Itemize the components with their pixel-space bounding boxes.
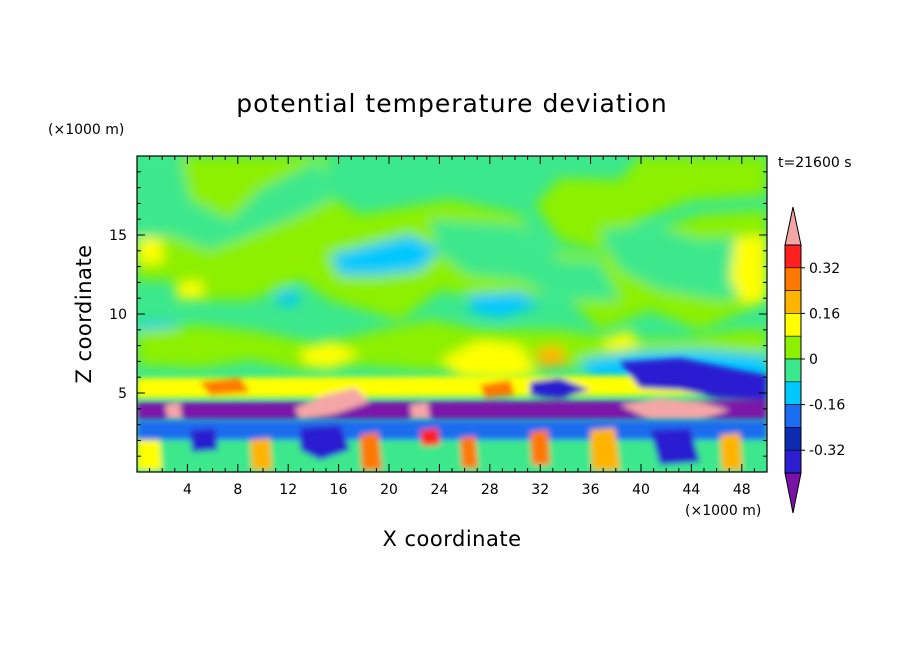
colorbar-swatch	[784, 381, 802, 405]
field-patch	[620, 358, 767, 400]
field-patch	[137, 400, 767, 420]
field-patch	[330, 156, 767, 250]
chart-title: potential temperature deviation	[236, 89, 667, 118]
field-patch	[165, 402, 182, 420]
x-tick-label: 4	[183, 482, 192, 498]
field-patch	[360, 432, 382, 470]
y-tick-label: 5	[118, 386, 127, 402]
colorbar-swatch	[784, 358, 802, 383]
x-tick-label: 24	[430, 482, 448, 498]
field-patch	[620, 398, 730, 420]
colorbar: 0.32 0.16 0 -0.16 -0.32	[784, 206, 845, 514]
y-axis: 5 10 15	[109, 171, 767, 457]
field-patch	[535, 345, 568, 368]
colorbar-tick-label: -0.32	[809, 443, 845, 459]
field-patch	[330, 235, 440, 275]
field-patch	[430, 220, 620, 300]
field-patch	[137, 440, 162, 470]
colorbar-swatch	[784, 313, 802, 337]
x-axis: 4 8 12 16 20 24 28 32 36 40 44 48	[149, 156, 755, 498]
colorbar-tick-label: 0.16	[809, 306, 840, 322]
x-tick-label: 20	[380, 482, 398, 498]
heatmap-field	[137, 156, 767, 472]
x-tick-label: 32	[531, 482, 549, 498]
colorbar-extend-top	[784, 206, 802, 246]
x-tick-label: 36	[582, 482, 600, 498]
colorbar-swatch	[784, 404, 802, 428]
field-patch	[480, 380, 515, 398]
x-tick-label: 28	[481, 482, 499, 498]
field-patch	[440, 340, 540, 380]
colorbar-swatch	[784, 427, 802, 451]
field-patch	[300, 425, 350, 460]
field-patch	[600, 330, 640, 350]
field-patch	[295, 388, 370, 420]
y-tick-label: 10	[109, 307, 127, 323]
colorbar-swatch	[784, 335, 802, 360]
colorbar-tick-label: 0.32	[809, 261, 840, 277]
field-patch	[530, 378, 590, 398]
x-axis-title: X coordinate	[382, 527, 521, 551]
field-patch	[470, 292, 540, 318]
x-unit-label: (×1000 m)	[685, 503, 761, 519]
field-patch	[460, 436, 478, 468]
field-patch	[530, 430, 550, 465]
y-axis-title: Z coordinate	[72, 244, 96, 383]
y-unit-label: (×1000 m)	[48, 122, 124, 138]
field-patch	[300, 340, 360, 370]
field-patch	[250, 438, 272, 470]
field-patch	[720, 433, 742, 470]
field-patch	[650, 428, 700, 465]
field-patch	[137, 375, 767, 398]
time-label: t=21600 s	[778, 155, 852, 171]
field-patch	[137, 156, 330, 250]
field-patch	[175, 280, 205, 300]
colorbar-swatch	[784, 267, 802, 291]
field-patch	[590, 428, 620, 470]
field-patch	[600, 225, 767, 300]
colorbar-swatch	[784, 244, 802, 269]
x-tick-label: 48	[733, 482, 751, 498]
x-tick-label: 8	[233, 482, 242, 498]
field-patch	[278, 292, 298, 305]
x-tick-label: 12	[279, 482, 297, 498]
colorbar-extend-bottom	[784, 472, 802, 514]
colorbar-tick-label: -0.16	[809, 398, 845, 414]
field-patch	[420, 428, 440, 446]
field-patch	[137, 238, 165, 265]
x-tick-label: 40	[632, 482, 650, 498]
colorbar-swatch	[784, 290, 802, 314]
y-tick-label: 15	[109, 228, 127, 244]
field-patch	[730, 235, 767, 305]
field-patch	[190, 428, 218, 452]
colorbar-swatch	[784, 449, 802, 474]
x-tick-label: 44	[682, 482, 700, 498]
x-tick-label: 16	[330, 482, 348, 498]
field-patch	[200, 378, 250, 395]
colorbar-tick-label: 0	[809, 352, 818, 368]
field-patch	[410, 402, 430, 420]
